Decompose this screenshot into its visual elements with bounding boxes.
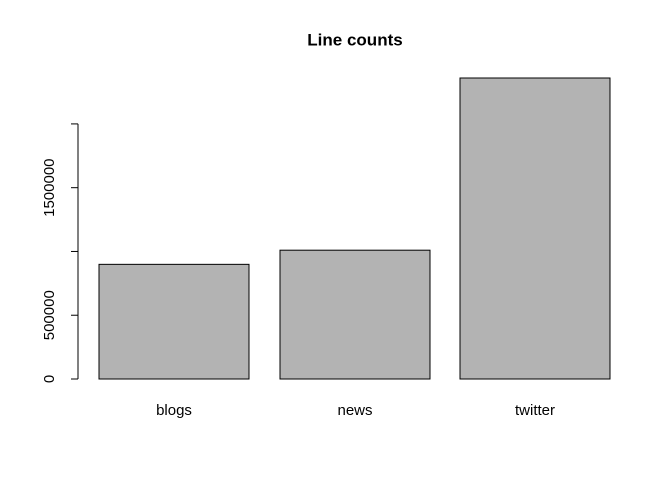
x-tick-label: news xyxy=(337,402,372,419)
chart-title: Line counts xyxy=(307,30,402,49)
y-tick-label: 1500000 xyxy=(41,158,58,216)
x-tick-label: twitter xyxy=(515,402,555,419)
bar xyxy=(98,263,250,380)
x-tick-label: blogs xyxy=(156,402,192,419)
bar xyxy=(279,249,431,380)
y-tick-label: 0 xyxy=(41,375,58,383)
bar xyxy=(459,77,611,380)
y-tick-label: 500000 xyxy=(41,290,58,340)
